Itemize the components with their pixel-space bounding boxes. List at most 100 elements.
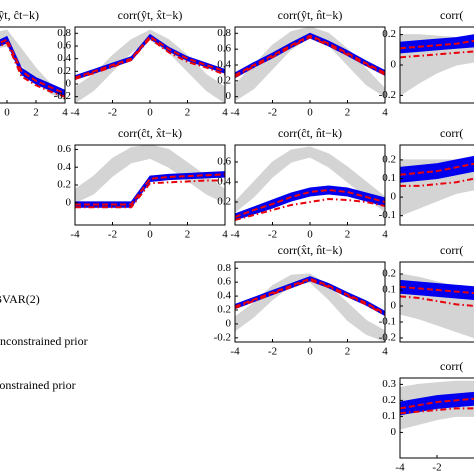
y-tick-label: 0.1: [382, 410, 396, 422]
x-tick-label: 2: [345, 107, 351, 119]
panel-title: corr(: [440, 243, 463, 257]
panel-title: corr(: [440, 126, 463, 140]
x-tick-label: -2: [108, 107, 117, 119]
x-tick-label: 4: [382, 229, 388, 241]
x-tick-label: -4: [230, 346, 240, 358]
x-tick-label: 2: [33, 107, 39, 119]
x-tick-label: 0: [307, 229, 313, 241]
y-tick-label: -0.2: [379, 332, 396, 344]
x-tick-label: 2: [185, 107, 191, 119]
plot-frame: [399, 377, 474, 459]
plot-frame: [399, 261, 474, 343]
y-tick-label: 0: [391, 191, 397, 203]
line: [75, 173, 226, 206]
panel-title: corr(: [440, 359, 463, 373]
line: [234, 34, 386, 77]
band: [74, 29, 226, 104]
y-tick-label: 0.6: [217, 43, 231, 55]
y-tick-label: 0.8: [217, 27, 231, 39]
band: [234, 273, 386, 343]
panel-title: corr(ŷt, n̂t−k): [278, 8, 343, 22]
x-tick-label: 2: [345, 346, 351, 358]
y-tick-label: 0.4: [217, 290, 231, 302]
x-tick-label: -2: [268, 107, 277, 119]
y-tick-label: 0.2: [57, 179, 71, 191]
y-tick-label: 0.2: [57, 65, 71, 77]
x-tick-label: -4: [70, 229, 80, 241]
x-tick-label: -4: [395, 462, 405, 474]
y-tick-label: 0.1: [382, 172, 396, 184]
band: [399, 155, 474, 183]
x-tick-label: 0: [307, 346, 313, 358]
y-tick-label: -0.2: [214, 331, 231, 343]
panel-title: corr(ŷt, ĉt−k): [0, 8, 39, 22]
plot-frame: [399, 144, 474, 226]
y-tick-label: -0.1: [379, 209, 396, 221]
y-tick-label: 0.2: [382, 394, 396, 406]
y-tick-label: 0: [66, 196, 72, 208]
y-tick-label: 0.2: [382, 268, 396, 280]
panel-title: corr(ĉt, n̂t−k): [278, 126, 342, 140]
x-tick-label: 2: [185, 229, 191, 241]
x-tick-label: -4: [70, 107, 80, 119]
y-tick-label: -0.2: [379, 89, 396, 101]
y-tick-label: 0.4: [217, 59, 231, 71]
x-tick-label: 0: [4, 107, 10, 119]
panel-title: corr(ŷt, x̂t−k): [118, 8, 183, 22]
y-tick-label: 0.4: [57, 161, 71, 173]
x-tick-label: 0: [147, 107, 153, 119]
x-tick-label: -4: [230, 107, 240, 119]
y-tick-label: 0.4: [57, 52, 71, 64]
x-tick-label: 0: [307, 107, 313, 119]
y-tick-label: 0: [391, 300, 397, 312]
y-tick-label: -0.2: [54, 90, 71, 102]
y-tick-label: 0.4: [217, 176, 231, 188]
y-tick-label: 0.6: [217, 276, 231, 288]
x-tick-label: 4: [62, 107, 68, 119]
y-tick-label: 0.6: [217, 156, 231, 168]
band: [399, 391, 474, 416]
y-tick-label: 0.6: [57, 40, 71, 52]
x-tick-label: -2: [108, 229, 117, 241]
y-tick-label: 0.2: [217, 74, 231, 86]
line: [75, 179, 225, 209]
y-tick-label: 0.8: [217, 262, 231, 274]
y-tick-label: 0.2: [217, 196, 231, 208]
x-tick-label: -4: [230, 229, 240, 241]
x-tick-label: -2: [432, 462, 441, 474]
x-tick-label: 2: [345, 229, 351, 241]
band: [399, 34, 474, 54]
y-tick-label: 0: [66, 78, 72, 90]
y-tick-label: 0: [226, 317, 232, 329]
legend-label: BVAR(2): [0, 292, 40, 306]
line: [74, 35, 226, 79]
y-tick-label: 0.3: [382, 378, 396, 390]
y-tick-label: 0: [226, 90, 232, 102]
panel-title: corr(ĉt, x̂t−k): [118, 126, 182, 140]
y-tick-label: 0.2: [382, 28, 396, 40]
y-tick-label: 0.2: [217, 304, 231, 316]
panel-title: corr(x̂t, n̂t−k): [278, 243, 343, 257]
line: [74, 37, 226, 80]
line: [234, 188, 386, 218]
y-tick-label: 0.8: [57, 27, 71, 39]
x-tick-label: -2: [268, 346, 277, 358]
panel-title: corr(: [440, 8, 463, 22]
y-tick-label: -0.1: [379, 316, 396, 328]
line: [234, 36, 386, 78]
legend-label: unconstrained prior: [0, 334, 88, 348]
y-tick-label: 0.2: [382, 153, 396, 165]
x-tick-label: 0: [147, 229, 153, 241]
legend-label: constrained prior: [0, 378, 76, 392]
x-tick-label: 4: [382, 107, 388, 119]
x-tick-label: 4: [382, 346, 388, 358]
y-tick-label: 0: [391, 59, 397, 71]
line: [0, 41, 66, 98]
x-tick-label: -2: [268, 229, 277, 241]
x-tick-label: 4: [222, 229, 228, 241]
line: [234, 197, 386, 221]
y-tick-label: 0: [391, 426, 397, 438]
x-tick-label: 4: [222, 107, 228, 119]
y-tick-label: 0.6: [57, 143, 71, 155]
